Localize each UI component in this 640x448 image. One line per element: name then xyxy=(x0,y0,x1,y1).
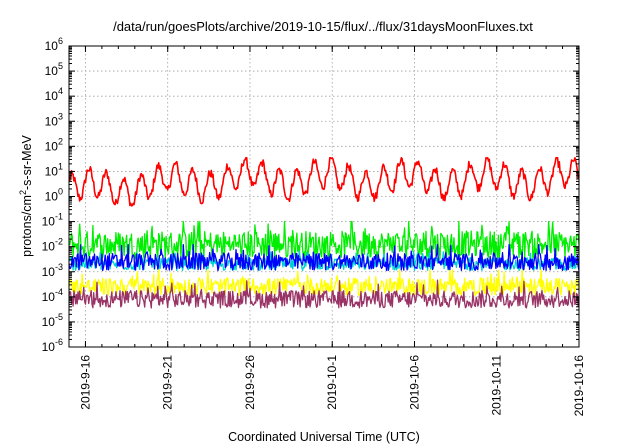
y-tick-label: 104 xyxy=(45,86,63,103)
series-line xyxy=(68,157,580,207)
y-tick-label: 10-1 xyxy=(42,212,63,229)
series-group xyxy=(68,157,580,309)
y-tick-exponent: 5 xyxy=(58,61,63,71)
y-tick-base: 10 xyxy=(42,340,56,354)
y-axis-ticks: 10610510410310210110010-110-210-310-410-… xyxy=(42,36,579,354)
x-tick-label: 2019-9-26 xyxy=(243,355,257,410)
y-tick-base: 10 xyxy=(45,114,59,128)
y-tick-base: 10 xyxy=(42,265,56,279)
y-tick-exponent: 6 xyxy=(58,36,63,46)
y-tick-label: 10-6 xyxy=(42,337,63,354)
x-tick-label: 2019-10-1 xyxy=(325,355,339,410)
y-tick-exponent: -2 xyxy=(55,237,63,247)
y-tick-label: 10-5 xyxy=(42,312,63,329)
x-tick-label: 2019-9-16 xyxy=(78,355,92,410)
chart-title: /data/run/goesPlots/archive/2019-10-15/f… xyxy=(113,19,533,34)
y-tick-label: 10-4 xyxy=(42,287,63,304)
y-tick-label: 103 xyxy=(45,111,63,128)
y-tick-exponent: 1 xyxy=(58,161,63,171)
x-tick-label: 2019-10-16 xyxy=(572,355,586,417)
y-tick-exponent: 2 xyxy=(58,136,63,146)
y-tick-base: 10 xyxy=(45,89,59,103)
y-tick-exponent: -5 xyxy=(55,312,63,322)
y-tick-base: 10 xyxy=(45,190,59,204)
y-tick-label: 105 xyxy=(45,61,63,78)
y-tick-base: 10 xyxy=(45,64,59,78)
y-axis-label: protons/cm2-s-sr-MeV xyxy=(18,134,34,256)
y-tick-label: 106 xyxy=(45,36,63,53)
y-tick-exponent: -1 xyxy=(55,212,63,222)
series-line xyxy=(68,279,580,309)
y-axis-label-sup: 2 xyxy=(18,190,28,195)
series-line xyxy=(68,244,580,272)
x-tick-label: 2019-10-6 xyxy=(407,355,421,410)
x-tick-label: 2019-10-11 xyxy=(490,355,504,416)
y-tick-base: 10 xyxy=(45,164,59,178)
y-axis-label-rest: -s-sr-MeV xyxy=(20,134,34,190)
x-axis-ticks: 2019-9-16 2019-9-21 2019-9-26 2019-10-1 2019… xyxy=(68,46,586,417)
y-tick-label: 10-3 xyxy=(42,262,63,279)
y-tick-label: 100 xyxy=(45,187,63,204)
x-tick-label: 2019-9-21 xyxy=(161,355,175,410)
y-tick-exponent: -4 xyxy=(55,287,63,297)
y-tick-exponent: 0 xyxy=(58,187,63,197)
y-tick-base: 10 xyxy=(42,315,56,329)
x-axis-label: Coordinated Universal Time (UTC) xyxy=(228,430,420,444)
y-tick-exponent: 3 xyxy=(58,111,63,121)
y-tick-label: 102 xyxy=(45,136,63,153)
y-tick-exponent: -6 xyxy=(55,337,63,347)
y-tick-base: 10 xyxy=(45,139,59,153)
y-axis-label-base: protons/cm xyxy=(20,195,34,257)
y-tick-exponent: 4 xyxy=(58,86,63,96)
y-tick-base: 10 xyxy=(45,39,59,53)
series-line xyxy=(68,269,580,297)
y-tick-base: 10 xyxy=(42,290,56,304)
y-tick-base: 10 xyxy=(42,215,56,229)
y-tick-label: 101 xyxy=(45,161,63,178)
y-tick-base: 10 xyxy=(42,240,56,254)
y-tick-label: 10-2 xyxy=(42,237,63,254)
y-tick-exponent: -3 xyxy=(55,262,63,272)
